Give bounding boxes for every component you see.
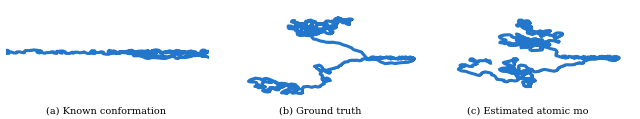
Text: (b) Ground truth: (b) Ground truth [279,106,361,115]
Text: (a) Known conformation: (a) Known conformation [45,106,166,115]
Text: (c) Estimated atomic mo: (c) Estimated atomic mo [467,106,589,115]
